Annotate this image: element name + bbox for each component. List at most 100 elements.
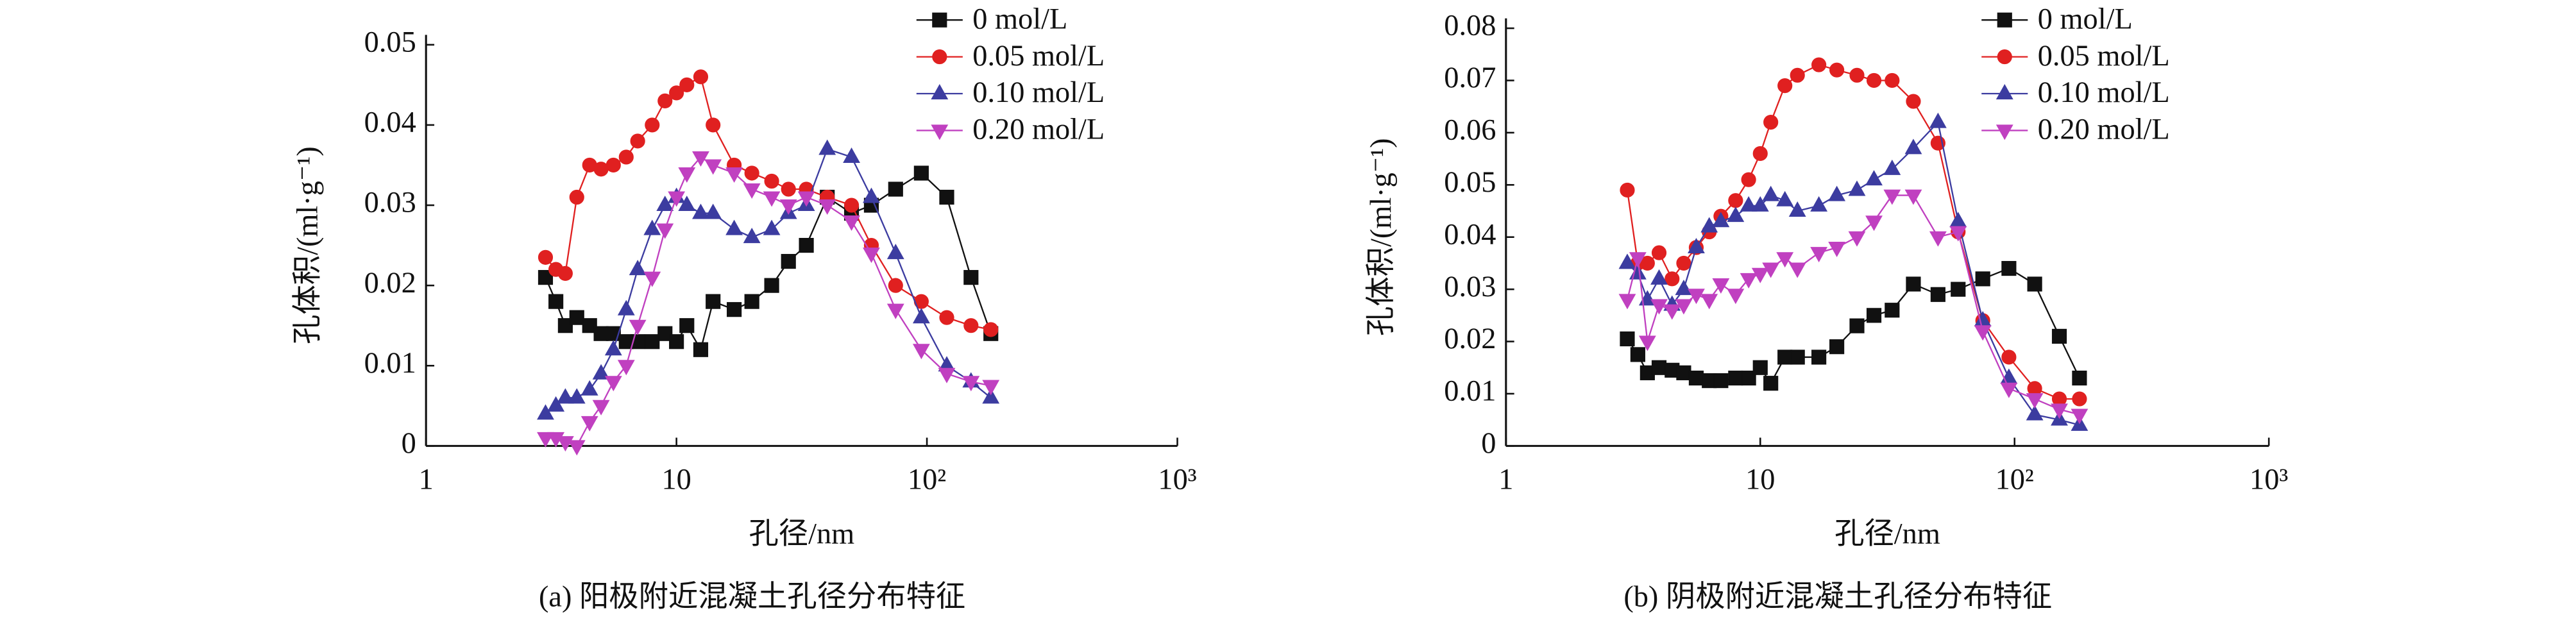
data-point — [1828, 241, 1846, 257]
y-axis-label: 孔体积/(ml·g⁻¹) — [1365, 138, 1398, 336]
x-tick-label: 10² — [1996, 464, 2034, 496]
y-tick-label: 0.06 — [1444, 114, 1496, 147]
y-tick-label: 0 — [1481, 427, 1496, 460]
data-point — [1700, 217, 1718, 233]
data-point — [537, 404, 554, 420]
data-point — [1811, 349, 1827, 365]
data-point — [1904, 189, 1922, 205]
data-point — [1828, 185, 1846, 201]
data-point — [706, 294, 721, 309]
data-point — [727, 302, 742, 317]
data-point — [604, 376, 622, 392]
legend-label: 0 mol/L — [972, 3, 1067, 35]
legend-marker — [931, 84, 949, 100]
data-point — [886, 303, 904, 319]
data-point — [1777, 349, 1793, 365]
legend-marker — [1996, 84, 2013, 100]
data-point — [1712, 212, 1730, 228]
data-point — [645, 334, 660, 349]
data-point — [1675, 299, 1693, 315]
x-tick-label: 10² — [908, 464, 946, 496]
data-point — [1741, 370, 1756, 386]
data-point — [1866, 308, 1882, 323]
data-point — [763, 219, 781, 235]
data-point — [1906, 276, 1921, 292]
x-tick-label: 10 — [1745, 464, 1775, 496]
legend-label: 0.20 mol/L — [2038, 114, 2170, 146]
caption: (a) 阳极附近混凝土孔径分布特征 — [539, 580, 965, 613]
data-point — [1618, 253, 1636, 269]
data-point — [2071, 408, 2089, 425]
data-point — [1620, 331, 1635, 347]
data-point — [843, 215, 860, 231]
data-point — [2026, 405, 2044, 421]
data-point — [2001, 260, 2017, 276]
data-point — [568, 440, 586, 456]
data-point — [1688, 238, 1705, 254]
data-point — [1620, 182, 1635, 198]
y-tick-label: 0.03 — [1444, 271, 1496, 303]
data-point — [693, 342, 709, 357]
y-axis-label: 孔体积/(ml·g⁻¹) — [292, 146, 325, 344]
data-point — [1810, 196, 1828, 212]
data-point — [593, 162, 609, 177]
data-point — [2051, 403, 2068, 419]
data-point — [779, 199, 797, 215]
data-point — [592, 400, 610, 416]
data-point — [568, 388, 586, 404]
data-point — [1810, 247, 1828, 263]
data-point — [1885, 303, 1900, 318]
data-point — [1763, 115, 1779, 130]
data-point — [2072, 370, 2087, 386]
data-point — [1650, 269, 1668, 285]
data-point — [886, 244, 904, 260]
y-tick-label: 0.02 — [1444, 323, 1496, 355]
data-point — [764, 173, 779, 189]
data-point — [2072, 391, 2087, 407]
data-point — [1849, 67, 1865, 83]
data-point — [1883, 159, 1901, 175]
data-point — [1728, 370, 1743, 386]
x-tick-label: 10³ — [1158, 464, 1196, 496]
y-tick-label: 0.03 — [364, 187, 416, 219]
data-point — [656, 196, 674, 212]
data-point — [1650, 299, 1668, 315]
data-point — [606, 157, 621, 173]
y-tick-label: 0.04 — [364, 106, 416, 139]
data-point — [743, 228, 761, 244]
data-point — [537, 432, 554, 448]
data-point — [704, 159, 722, 175]
data-point — [1866, 72, 1882, 88]
data-point — [1811, 57, 1827, 72]
data-point — [843, 147, 860, 163]
data-point — [1752, 360, 1768, 375]
data-point — [629, 260, 647, 276]
data-point — [1848, 180, 1866, 196]
data-point — [939, 310, 954, 325]
data-point — [1975, 271, 1990, 287]
data-point — [1776, 190, 1794, 206]
data-point — [1751, 196, 1769, 212]
data-point — [1713, 373, 1729, 389]
data-point — [557, 265, 573, 281]
data-point — [913, 165, 929, 181]
data-point — [706, 117, 721, 133]
data-point — [669, 85, 684, 101]
legend-label: 0.05 mol/L — [972, 40, 1105, 72]
data-point — [678, 167, 696, 183]
data-point — [692, 151, 709, 167]
data-point — [818, 139, 836, 155]
data-point — [1906, 94, 1921, 109]
legend-label: 0.10 mol/L — [972, 76, 1105, 109]
legend-label: 0.20 mol/L — [972, 114, 1105, 146]
data-point — [725, 167, 743, 183]
data-point — [1630, 347, 1645, 362]
data-point — [2000, 382, 2018, 398]
data-point — [1629, 252, 1647, 268]
data-point — [1929, 231, 1947, 247]
data-point — [963, 270, 979, 285]
series-line — [545, 148, 992, 415]
data-point — [1741, 172, 1756, 187]
